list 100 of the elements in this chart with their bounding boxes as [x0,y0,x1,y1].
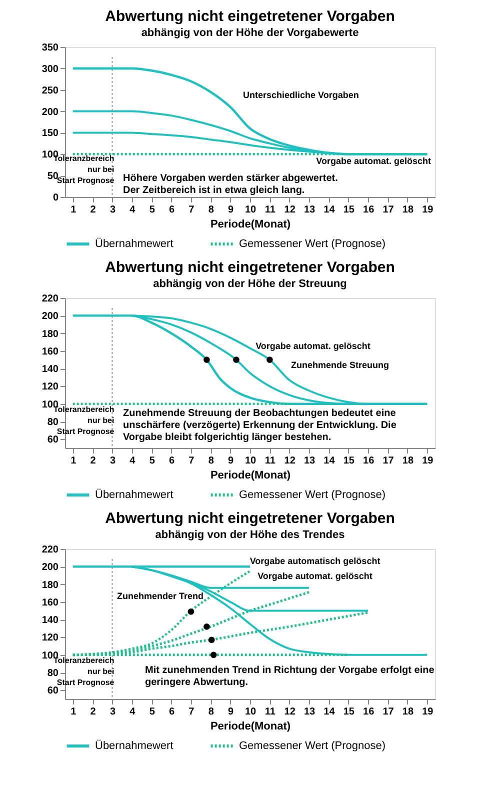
x-tick-label: 19 [422,204,434,216]
x-axis-title: Periode(Monat) [210,218,291,230]
legend-label: Übernahmewert [95,237,174,250]
x-tick-label: 1 [70,204,77,216]
x-axis-title: Periode(Monat) [210,720,291,732]
x-tick-label: 9 [228,706,234,718]
y-tick-label: 160 [42,597,59,608]
y-tick-label: 140 [42,364,59,376]
x-tick-label: 11 [264,456,276,466]
legend-label: Übernahmewert [95,739,174,752]
x-tick-label: 18 [402,204,414,216]
x-tick-label: 5 [149,456,156,466]
x-tick-label: 11 [264,204,276,216]
y-tick-label: 0 [52,192,59,204]
x-tick-label: 4 [130,706,136,718]
x-tick-label: 12 [284,456,296,466]
x-tick-label: 19 [422,456,434,466]
y-tick-label: 150 [42,128,59,140]
x-tick-label: 6 [168,456,175,466]
x-tick-label: 18 [402,706,414,718]
x-tick-label: 10 [244,456,256,466]
chart-title: Abwertung nicht eingetretener Vorgaben [105,510,395,527]
legend-label: Gemessener Wert (Prognose) [239,740,386,752]
x-tick-label: 16 [363,456,375,466]
x-tick-label: 8 [208,706,214,718]
y-tick-label: 60 [47,686,59,697]
chart-title: Abwertung nicht eingetretener Vorgaben [105,259,395,276]
x-tick-label: 4 [130,456,136,466]
x-tick-label: 10 [244,706,256,718]
x-tick-label: 18 [402,456,414,466]
annotation: Vorgabe automat. gelöscht [258,571,372,581]
chart-subtitle: abhängig von der Höhe des Trendes [155,529,345,541]
x-tick-label: 2 [90,456,96,466]
x-tick-label: 5 [149,706,156,718]
x-tick-label: 10 [244,204,256,216]
chart-title: Abwertung nicht eingetretener Vorgaben [105,8,395,25]
y-tick-label: 60 [47,434,59,446]
x-tick-label: 14 [324,456,336,466]
legend-label: Übernahmewert [95,488,174,501]
x-tick-label: 7 [188,456,195,466]
x-tick-label: 11 [264,706,276,718]
x-tick-label: 17 [382,706,394,718]
x-tick-label: 6 [168,706,175,718]
annotation: Zunehmender Trend [117,591,204,601]
x-tick-label: 13 [304,204,316,216]
y-tick-label: 180 [42,580,59,591]
chart-subtitle: abhängig von der Höhe der Vorgabewerte [141,27,359,39]
x-tick-label: 6 [168,204,175,216]
x-tick-label: 2 [90,706,96,718]
annotation: Vorgabe automatisch gelöscht [250,556,380,566]
x-tick-label: 9 [228,204,234,216]
x-tick-label: 7 [188,204,195,216]
y-tick-label: 120 [42,382,59,393]
y-tick-label: 200 [42,562,59,574]
x-tick-label: 13 [304,706,316,718]
x-tick-label: 17 [382,204,394,216]
annotation: Mit zunehmenden Trend in Richtung der Vorgabe erfolgt eine geringere Abwertung. [145,665,435,688]
x-tick-label: 12 [284,706,296,718]
annotation: Unterschiedliche Vorgaben [243,90,359,100]
y-tick-label: 220 [42,294,59,304]
x-tick-label: 16 [363,204,375,216]
x-tick-label: 1 [70,456,77,466]
annotation: Vorgabe automat. gelöscht [256,341,370,351]
x-tick-label: 2 [90,204,96,216]
x-tick-label: 3 [110,706,116,718]
y-tick-label: 140 [42,615,59,626]
x-tick-label: 13 [304,456,316,466]
x-tick-label: 17 [382,456,394,466]
x-tick-label: 8 [208,456,214,466]
y-tick-label: 250 [42,85,59,96]
x-tick-label: 3 [110,456,116,466]
x-tick-label: 15 [343,204,355,216]
x-tick-label: 1 [70,706,77,718]
x-tick-label: 3 [110,204,116,216]
y-tick-label: 220 [42,544,59,556]
y-tick-label: 120 [42,632,59,644]
y-tick-label: 80 [47,417,59,428]
x-tick-label: 14 [324,706,336,718]
y-tick-label: 80 [47,668,59,680]
annotation: Zunehmende Streuung [290,360,390,370]
x-tick-label: 9 [228,456,234,466]
x-tick-label: 12 [284,204,296,216]
x-tick-label: 19 [422,706,434,718]
y-tick-label: 200 [42,311,59,322]
annotation: Vorgabe automat. gelöscht [316,156,431,166]
y-tick-label: 200 [42,106,59,118]
annotation: Höhere Vorgaben werden stärker abgewertet. Der Zeitbereich ist in etwa gleich lang. [123,173,338,196]
x-tick-label: 16 [363,706,375,718]
x-tick-label: 4 [130,204,136,216]
y-tick-label: 160 [42,346,59,358]
x-tick-label: 8 [208,204,214,216]
x-tick-label: 5 [149,204,156,216]
legend-label: Gemessener Wert (Prognose) [239,489,386,501]
y-tick-label: 300 [42,64,59,75]
annotation: Zunehmende Streuung der Beobachtungen bedeutet eine unschärfere (verzögerte) Erkennung der Entwicklung. Die Vorgabe bleibt folgerichtig länger bestehen. [123,408,397,443]
y-tick-label: 350 [42,42,59,54]
x-tick-label: 14 [324,204,336,216]
x-tick-label: 15 [343,706,355,718]
chart-subtitle: abhängig von der Höhe der Streuung [153,278,347,290]
x-axis-title: Periode(Monat) [210,470,291,482]
